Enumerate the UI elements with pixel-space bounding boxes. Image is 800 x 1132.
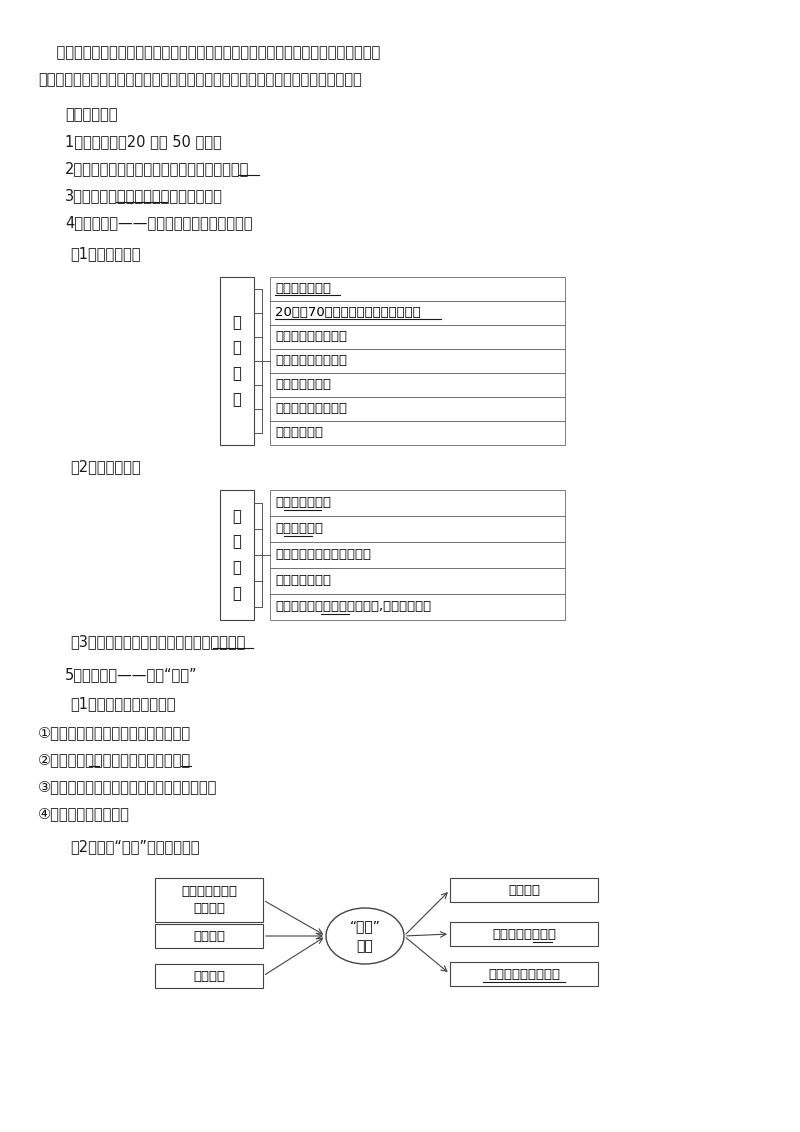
FancyBboxPatch shape [155,924,263,947]
Text: 小城镇用地用水方便: 小城镇用地用水方便 [275,403,347,415]
Text: 1．兴起时间：20 世纪 50 年代。: 1．兴起时间：20 世纪 50 年代。 [65,134,222,149]
Text: 交通便捷: 交通便捷 [193,929,225,943]
Text: 4．典型案例——意大利中部和东北部工业区: 4．典型案例——意大利中部和东北部工业区 [65,215,253,230]
Bar [270,594,565,620]
Text: 地理位置优越，
环境优美: 地理位置优越， 环境优美 [181,885,237,915]
Text: 创新环境和创新文化: 创新环境和创新文化 [488,968,560,980]
Text: 生产高度专业化: 生产高度专业化 [275,575,331,588]
Text: 2．兴起地区：没有传统工业基础的乡村地区。: 2．兴起地区：没有传统工业基础的乡村地区。 [65,161,250,175]
Text: ①从业人员具有高水平的知识和技能。: ①从业人员具有高水平的知识和技能。 [38,724,191,740]
Text: 气候宜人: 气候宜人 [508,883,540,897]
Bar [270,542,565,568]
Text: 市场稳定: 市场稳定 [193,969,225,983]
Text: 提示：鲁尔区将炼铁高炉建到荷兰海边，主要是为了就近获得通过鹿特丹港口进口的: 提示：鲁尔区将炼铁高炉建到荷兰海边，主要是为了就近获得通过鹿特丹港口进口的 [38,45,380,60]
Text: 以轻工业为主: 以轻工业为主 [275,523,323,535]
Text: ②增长速度快，产品更新换代周期短。: ②增长速度快，产品更新换代周期短。 [38,752,191,767]
Bar [270,397,565,421]
Text: ③研究开发费用在销售额中所占的比例较高。: ③研究开发费用在销售额中所占的比例较高。 [38,779,218,794]
Bar [270,568,565,594]
Text: 20世纪70年代原料和能源大幅度涨价: 20世纪70年代原料和能源大幅度涨价 [275,307,421,319]
Text: ④产品面向世界市场。: ④产品面向世界市场。 [38,806,130,821]
Bar [270,325,565,349]
Bar [270,277,565,301]
Bar [270,349,565,374]
Text: 3．特征：中小型企业为主的工业地域。: 3．特征：中小型企业为主的工业地域。 [65,188,223,203]
Text: （2）主要特点。: （2）主要特点。 [70,458,141,474]
FancyBboxPatch shape [155,964,263,988]
Text: 二、新工业区: 二、新工业区 [65,108,118,122]
Text: 以中小企业为主: 以中小企业为主 [275,497,331,509]
Text: 铁矿石，以节约运输费用，降低成本，同时也有利于鲁尔区的产业升级与环境保护。: 铁矿石，以节约运输费用，降低成本，同时也有利于鲁尔区的产业升级与环境保护。 [38,72,362,87]
Text: （2）美国“硅谷”的区位条件。: （2）美国“硅谷”的区位条件。 [70,839,199,854]
FancyBboxPatch shape [450,962,598,986]
Text: 大批廉价劳动力: 大批廉价劳动力 [275,283,331,295]
Text: 形
成
条
件: 形 成 条 件 [233,315,242,408]
FancyBboxPatch shape [450,921,598,946]
Text: “硅谷”
崛起: “硅谷” 崛起 [350,919,381,953]
Text: （1）形成条件。: （1）形成条件。 [70,246,141,261]
Ellipse shape [326,908,404,964]
FancyBboxPatch shape [220,490,254,620]
FancyBboxPatch shape [450,878,598,902]
Text: （3）发展模式：中小企业集聚的工业小区。: （3）发展模式：中小企业集聚的工业小区。 [70,634,246,649]
Text: 集中了大量同类和相关企业: 集中了大量同类和相关企业 [275,549,371,561]
Text: 全世界的人才高地: 全世界的人才高地 [492,927,556,941]
Bar [270,421,565,445]
Text: 意大利经济高度开放: 意大利经济高度开放 [275,354,347,368]
Text: 5．典型案例——美国“硅谷”: 5．典型案例——美国“硅谷” [65,667,198,681]
Text: （1）高技术工业的特点。: （1）高技术工业的特点。 [70,696,175,711]
Bar [270,490,565,516]
Text: 交通运输方便: 交通运输方便 [275,427,323,439]
Bar [270,516,565,542]
FancyBboxPatch shape [220,277,254,445]
Bar [270,374,565,397]
Text: 发达的银行信贷体系: 发达的银行信贷体系 [275,331,347,343]
Text: 主
要
特
点: 主 要 特 点 [233,508,242,601]
Text: 政府的大力支持: 政府的大力支持 [275,378,331,392]
Bar [270,301,565,325]
Text: 企业分布在小城镇，甚至农村,生产过程分散: 企业分布在小城镇，甚至农村,生产过程分散 [275,600,431,614]
FancyBboxPatch shape [155,878,263,921]
